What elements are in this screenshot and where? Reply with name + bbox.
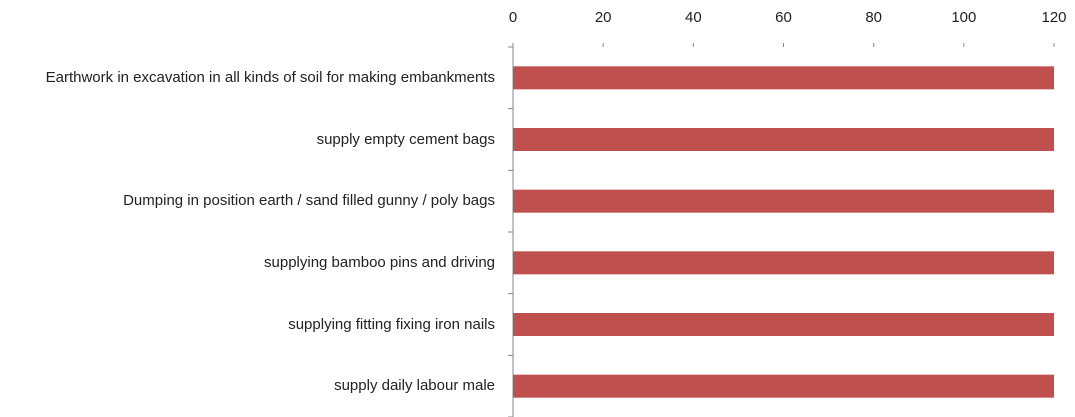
bar xyxy=(513,128,1054,151)
x-tick-label: 20 xyxy=(595,9,612,26)
bar xyxy=(513,189,1054,213)
y-tick-label: supplying fitting fixing iron nails xyxy=(288,315,495,333)
y-tick-label: Dumping in position earth / sand filled … xyxy=(123,192,495,210)
y-tick-label: supply empty cement bags xyxy=(316,130,495,148)
x-tick-label: 60 xyxy=(775,9,792,26)
bar xyxy=(513,313,1054,336)
x-tick-label: 0 xyxy=(509,9,517,26)
y-tick-label: Earthwork in excavation in all kinds of … xyxy=(45,68,495,86)
y-tick-label: supplying bamboo pins and driving xyxy=(264,253,495,271)
bar xyxy=(513,251,1054,275)
x-tick-label: 100 xyxy=(951,9,976,26)
x-tick-label: 80 xyxy=(865,9,882,26)
y-tick-label: supply daily labour male xyxy=(334,377,495,395)
x-tick-label: 120 xyxy=(1041,9,1066,26)
bar xyxy=(513,374,1054,398)
bar xyxy=(513,66,1054,90)
x-tick-label: 40 xyxy=(685,9,702,26)
